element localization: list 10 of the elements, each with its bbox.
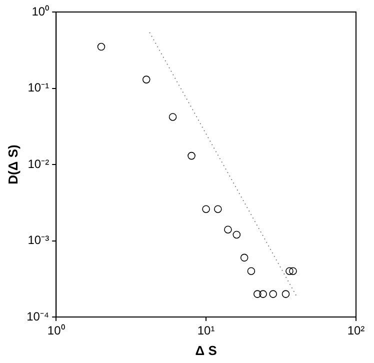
y-tick-label: 10⁻³ xyxy=(28,233,50,248)
y-tick-label: 10⁻¹ xyxy=(28,80,50,95)
y-tick-label: 10⁰ xyxy=(32,4,50,18)
y-axis-title: D(Δ S) xyxy=(5,144,20,184)
x-tick-label: 10² xyxy=(347,324,365,338)
y-tick-label: 10⁻⁴ xyxy=(26,309,50,324)
x-tick-label: 10¹ xyxy=(197,324,215,338)
x-tick-label: 10⁰ xyxy=(47,324,65,338)
x-axis-title: Δ S xyxy=(195,342,218,358)
y-tick-label: 10⁻² xyxy=(28,156,50,171)
